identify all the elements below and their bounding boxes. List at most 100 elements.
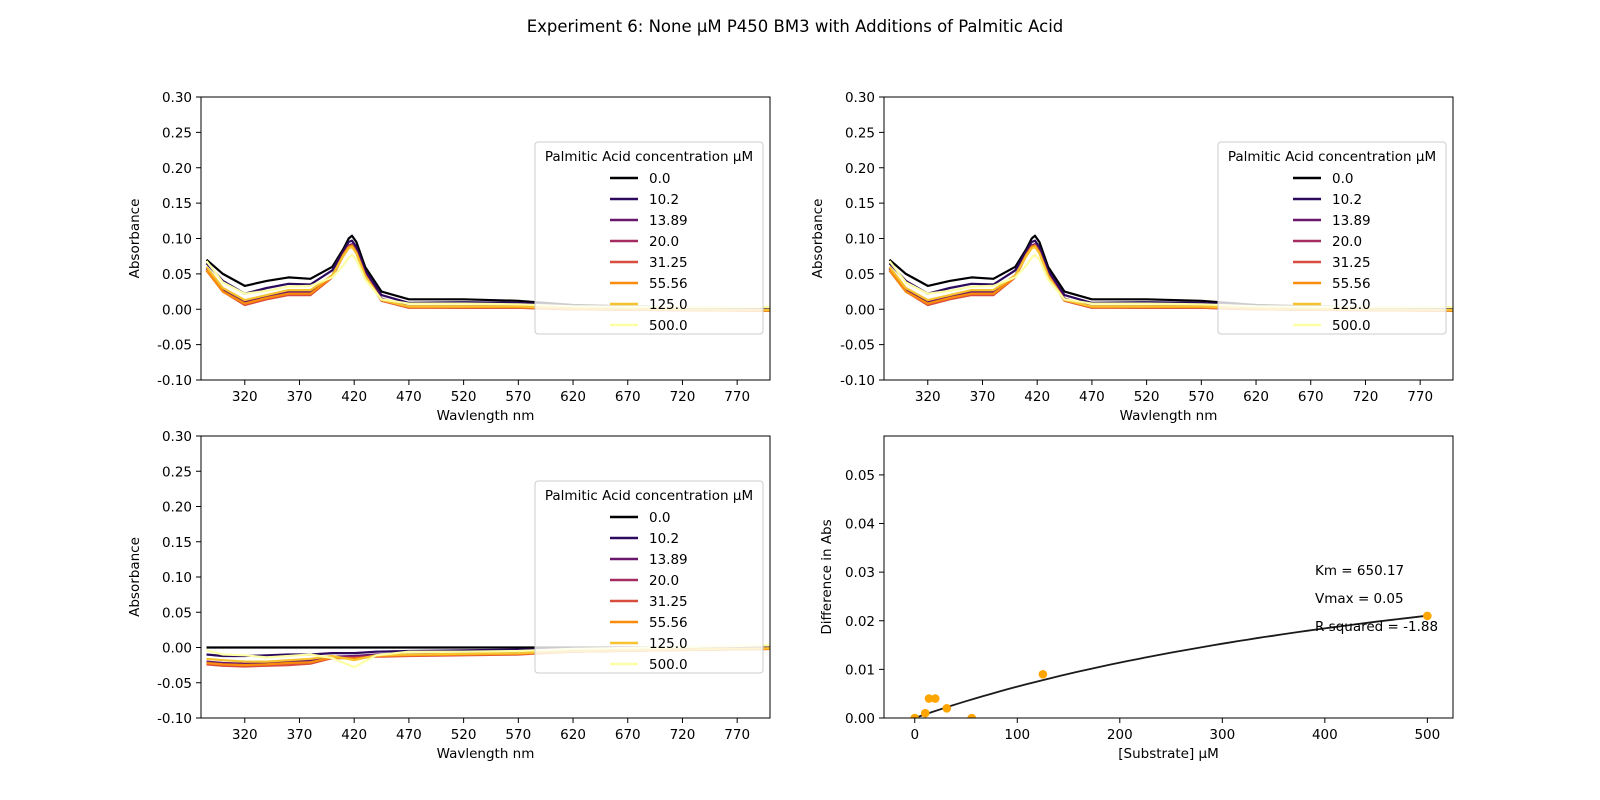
x-tick-label: 770: [724, 389, 750, 405]
data-point-2: [924, 694, 934, 703]
data-point-6: [1038, 669, 1048, 679]
legend-entry-label: 0.0: [649, 171, 670, 187]
data-point-7: [1423, 611, 1432, 621]
x-tick-label: 720: [1353, 389, 1379, 405]
series-line-500-0: [888, 253, 1453, 309]
series-line-125-0: [888, 245, 1453, 312]
x-tick-label: 200: [1107, 727, 1133, 743]
x-tick-label: 670: [615, 727, 641, 743]
panel-top-left: 320 370 420 470 520 570 620 670 720 770 -0.10 -0.05…: [127, 90, 771, 424]
legend: Palmitic Acid concentration μM 0.0 10.2 13.…: [534, 141, 764, 335]
x-tick-label: 420: [341, 389, 367, 405]
y-tick-label: 0.15: [845, 196, 875, 212]
data-point-5: [967, 713, 977, 718]
legend-entry-label: 55.56: [649, 276, 688, 292]
legend-entry-label: 500.0: [649, 657, 688, 673]
y-tick-label: -0.05: [840, 338, 875, 354]
legend-entry-label: 20.0: [649, 573, 679, 589]
y-tick-label: -0.10: [840, 373, 875, 389]
y-axis-label: Absorbance: [127, 199, 143, 279]
legend: Palmitic Acid concentration μM 0.0 10.2 13.…: [534, 480, 764, 674]
legend-box: [1217, 141, 1447, 335]
x-tick-label: 620: [560, 727, 586, 743]
legend-entry-label: 55.56: [649, 615, 688, 631]
legend-box: [534, 141, 764, 335]
x-tick-label: 470: [396, 727, 422, 743]
series-line-0-0: [205, 234, 770, 311]
legend-title: Palmitic Acid concentration μM: [545, 149, 753, 165]
y-tick-label: -0.05: [157, 338, 192, 354]
series-line-125-0: [205, 245, 770, 312]
y-tick-label: 0.10: [162, 570, 192, 586]
y-tick-label: 0.05: [845, 468, 875, 484]
y-tick-label: 0.05: [162, 267, 192, 283]
michaelis-menten-fit-line: [914, 614, 1428, 718]
y-tick-label: 0.05: [162, 605, 192, 621]
legend-box: [534, 480, 764, 674]
y-tick-label: 0.20: [162, 161, 192, 177]
legend-entry-label: 125.0: [649, 636, 688, 652]
panel-bottom-left: 320 370 420 470 520 570 620 670 720 770 -0.10 -0.05…: [127, 429, 771, 762]
x-tick-label: 370: [287, 389, 313, 405]
legend-entry-label: 10.2: [649, 192, 679, 208]
legend-entry-label: 20.0: [1332, 234, 1362, 250]
y-tick-label: 0.00: [162, 302, 192, 318]
legend-entry-label: 31.25: [649, 594, 688, 610]
x-tick-label: 520: [1134, 389, 1160, 405]
legend-entry-label: 500.0: [649, 318, 688, 334]
x-axis-label: [Substrate] μM: [1118, 746, 1219, 762]
x-tick-label: 720: [670, 389, 696, 405]
y-tick-label: 0.30: [845, 90, 875, 106]
x-tick-label: 400: [1312, 727, 1338, 743]
series-line-10-2: [888, 239, 1453, 311]
x-tick-label: 370: [970, 389, 996, 405]
series-line-0-0: [888, 234, 1453, 311]
x-tick-label: 370: [287, 727, 313, 743]
x-tick-label: 500: [1414, 727, 1440, 743]
plot-area: [888, 234, 1453, 312]
y-tick-label: 0.03: [845, 565, 875, 581]
x-tick-label: 420: [341, 727, 367, 743]
data-point-0: [910, 713, 920, 718]
legend-entry-label: 13.89: [649, 213, 688, 229]
legend-entry-label: 31.25: [649, 255, 688, 271]
y-tick-label: 0.15: [162, 196, 192, 212]
y-tick-label: 0.10: [845, 232, 875, 248]
x-tick-label: 670: [1298, 389, 1324, 405]
y-tick-label: 0.00: [162, 641, 192, 657]
annotation-2: R squared = -1.88: [1315, 619, 1438, 635]
data-point-3: [930, 694, 940, 703]
data-point-1: [920, 708, 930, 718]
y-tick-label: -0.10: [157, 373, 192, 389]
legend-entry-label: 10.2: [649, 531, 679, 547]
legend-title: Palmitic Acid concentration μM: [1228, 149, 1436, 165]
y-tick-label: 0.25: [845, 125, 875, 141]
x-tick-label: 570: [1188, 389, 1214, 405]
y-tick-label: 0.01: [845, 662, 875, 678]
data-point-4: [942, 703, 952, 713]
x-axis-label: Wavlength nm: [437, 408, 535, 424]
y-tick-label: 0.10: [162, 232, 192, 248]
plot-area: [205, 234, 770, 312]
y-tick-label: 0.02: [845, 614, 875, 630]
x-tick-label: 570: [505, 727, 531, 743]
y-tick-label: 0.00: [845, 302, 875, 318]
x-tick-label: 470: [396, 389, 422, 405]
annotation-1: Vmax = 0.05: [1315, 591, 1404, 607]
y-tick-label: 0.25: [162, 125, 192, 141]
legend-entry-label: 125.0: [649, 297, 688, 313]
x-tick-label: 570: [505, 389, 531, 405]
series-line-10-2: [205, 239, 770, 311]
x-tick-label: 470: [1079, 389, 1105, 405]
annotation-0: Km = 650.17: [1315, 563, 1404, 579]
axes-frame: [883, 435, 1454, 719]
x-tick-label: 320: [915, 389, 941, 405]
x-axis-label: Wavlength nm: [1120, 408, 1218, 424]
legend-entry-label: 13.89: [1332, 213, 1371, 229]
y-tick-label: 0.20: [845, 161, 875, 177]
x-tick-label: 320: [232, 727, 258, 743]
panel-top-right: 320 370 420 470 520 570 620 670 720 770 -0.10 -0.05…: [810, 90, 1454, 424]
legend-entry-label: 0.0: [649, 510, 670, 526]
x-tick-label: 420: [1024, 389, 1050, 405]
